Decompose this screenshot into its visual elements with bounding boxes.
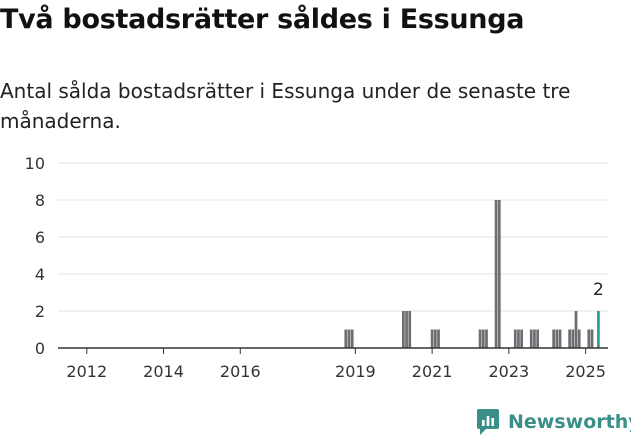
bar [577,329,581,348]
x-tick-label: 2021 [412,362,453,381]
y-tick-label: 0 [35,339,45,358]
chart-title: Två bostadsrätter såldes i Essunga [0,4,525,35]
bar [347,329,351,348]
bar-chart: 0 2 4 6 8 10 2012 2014 2016 2019 2021 2023 2025 2 [25,154,608,381]
bars [344,200,600,348]
x-tick-label: 2014 [143,362,184,381]
bar [430,329,434,348]
data-labels: 2 [593,280,604,300]
x-axis: 2012 2014 2016 2019 2021 2023 2025 [58,347,608,381]
bar [574,311,578,348]
y-axis-ticks: 0 2 4 6 8 10 [25,154,45,358]
bar [529,329,533,348]
bar [344,329,348,348]
bar [520,329,524,348]
bar [481,329,485,348]
y-tick-label: 10 [25,154,45,173]
grid-lines [58,162,608,312]
bar [587,329,591,348]
x-tick-label: 2012 [66,362,107,381]
y-tick-label: 8 [35,191,45,210]
brand-name: Newsworthy [508,411,631,433]
bar [558,329,562,348]
chart-subtitle: Antal sålda bostadsrätter i Essunga unde… [0,79,571,133]
bar [494,200,498,348]
bar [497,200,501,348]
bar [478,329,482,348]
y-tick-label: 4 [35,265,45,284]
bar [533,329,536,348]
bar [513,329,517,348]
bar [433,329,437,348]
bar [590,329,594,348]
bar [485,329,488,348]
x-tick-label: 2019 [335,362,376,381]
highlight-value-label: 2 [593,280,604,300]
x-tick-label: 2023 [489,362,530,381]
bar [517,329,520,348]
bar [555,329,559,348]
bar [571,329,575,348]
bar [437,329,440,348]
x-tick-label: 2025 [565,362,606,381]
bar [350,329,354,348]
brand-logo: Newsworthy [476,406,631,438]
bar [568,329,571,348]
y-tick-label: 2 [35,302,45,321]
highlight-bar [597,311,600,348]
bar [408,311,412,348]
bar [405,311,408,348]
y-tick-label: 6 [35,228,45,247]
newsworthy-logo-icon [477,409,499,435]
bar [401,311,405,348]
bar [536,329,540,348]
x-tick-label: 2016 [220,362,261,381]
bar [552,329,555,348]
